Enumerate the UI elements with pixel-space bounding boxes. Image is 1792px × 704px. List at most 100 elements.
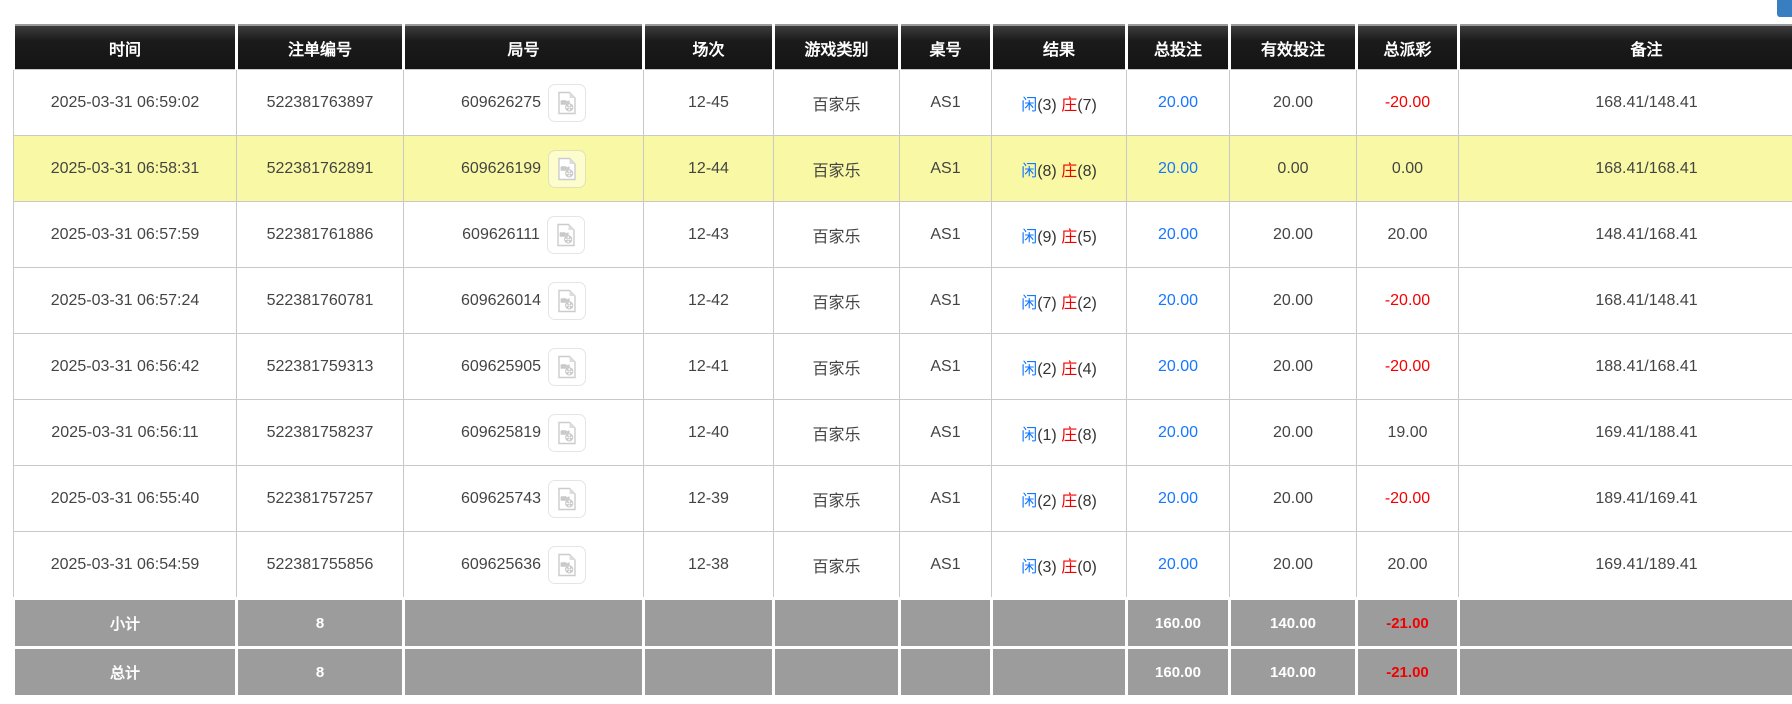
session-value: 12-45: [688, 93, 729, 111]
video-replay-button[interactable]: [548, 149, 587, 188]
cell-bet-id: 522381757257: [236, 465, 404, 532]
cell-remark: 169.41/188.41: [1458, 399, 1792, 466]
result-banker-score: (2): [1077, 294, 1097, 312]
footer-count-cell: 8: [235, 646, 405, 698]
cell-remark: 168.41/148.41: [1458, 69, 1792, 136]
cell-remark: 188.41/168.41: [1458, 333, 1792, 400]
total-bet-link[interactable]: 20.00: [1157, 357, 1199, 375]
remark-value: 168.41/168.41: [1595, 159, 1698, 177]
result-player-score: (3): [1037, 558, 1057, 576]
footer-total-bet: 160.00: [1155, 663, 1201, 681]
total-bet-link[interactable]: 20.00: [1157, 489, 1199, 507]
cell-remark: 148.41/168.41: [1458, 201, 1792, 268]
remark-value: 168.41/148.41: [1595, 93, 1698, 111]
top-right-button[interactable]: [1777, 0, 1792, 17]
video-replay-button[interactable]: [548, 545, 587, 584]
video-replay-button[interactable]: [548, 83, 587, 122]
video-replay-button[interactable]: [548, 479, 587, 518]
cell-valid-bet: 20.00: [1229, 531, 1357, 599]
round-id-value: 609626111: [462, 225, 540, 243]
table-id-value: AS1: [930, 489, 961, 507]
cell-remark: 169.41/189.41: [1458, 531, 1792, 599]
video-replay-button[interactable]: [548, 413, 587, 452]
time-value: 2025-03-31 06:59:02: [50, 93, 200, 111]
video-replay-icon: [557, 223, 575, 246]
table-row[interactable]: 2025-03-31 06:56:11 522381758237 609625819…: [13, 399, 1792, 466]
footer-label-cell: 总计: [12, 646, 238, 698]
round-id-value: 609626014: [460, 291, 542, 309]
cell-valid-bet: 20.00: [1229, 399, 1357, 466]
footer-empty-cell-remark: [1457, 646, 1792, 698]
valid-bet-value: 0.00: [1277, 159, 1309, 177]
round-id-group: 609626275: [404, 83, 643, 122]
payout-value: -20.00: [1384, 489, 1431, 507]
remark-value: 169.41/188.41: [1595, 423, 1698, 441]
round-id-group: 609625636: [404, 545, 643, 584]
round-id-group: 609626014: [404, 281, 643, 320]
footer-valid-bet-cell: 140.00: [1228, 646, 1358, 698]
cell-valid-bet: 20.00: [1229, 267, 1357, 334]
table-id-value: AS1: [930, 225, 961, 243]
cell-table-id: AS1: [899, 465, 992, 532]
column-header-payout: 总派彩: [1355, 24, 1460, 70]
footer-payout-cell: -21.00: [1355, 597, 1460, 649]
cell-round-id: 609625743: [403, 465, 644, 532]
cell-valid-bet: 20.00: [1229, 333, 1357, 400]
cell-payout: 20.00: [1356, 531, 1459, 599]
result-banker-label: 庄: [1061, 162, 1078, 180]
table-row[interactable]: 2025-03-31 06:57:24 522381760781 609626014…: [13, 267, 1792, 334]
cell-bet-id: 522381761886: [236, 201, 404, 268]
cell-round-id: 609626111: [403, 201, 644, 268]
game-type-value: 百家乐: [812, 294, 861, 312]
footer-label-cell: 小计: [12, 597, 238, 649]
column-header-remark: 备注: [1457, 24, 1792, 70]
bet-id-value: 522381757257: [266, 489, 374, 507]
total-bet-link[interactable]: 20.00: [1157, 555, 1199, 573]
cell-session: 12-45: [643, 69, 774, 136]
footer-empty-cell-round-id: [402, 646, 645, 698]
video-replay-button[interactable]: [548, 281, 587, 320]
table-row[interactable]: 2025-03-31 06:56:42 522381759313 609625905…: [13, 333, 1792, 400]
cell-round-id: 609625819: [403, 399, 644, 466]
result-player-label: 闲: [1021, 228, 1038, 246]
cell-time: 2025-03-31 06:59:02: [13, 69, 237, 136]
footer-label: 总计: [109, 664, 140, 682]
cell-result: 闲(2) 庄(8): [991, 465, 1127, 532]
video-replay-button[interactable]: [546, 215, 585, 254]
cell-game-type: 百家乐: [773, 399, 900, 466]
total-bet-link[interactable]: 20.00: [1157, 225, 1199, 243]
footer-empty-cell-game-type: [772, 646, 901, 698]
time-value: 2025-03-31 06:58:31: [50, 159, 200, 177]
table-row[interactable]: 2025-03-31 06:57:59 522381761886 609626111…: [13, 201, 1792, 268]
total-bet-link[interactable]: 20.00: [1157, 93, 1199, 111]
total-bet-link[interactable]: 20.00: [1157, 423, 1199, 441]
footer-total-bet: 160.00: [1155, 614, 1201, 632]
column-header-table_id: 桌号: [898, 24, 993, 70]
result-banker-score: (4): [1077, 360, 1097, 378]
total-bet-link[interactable]: 20.00: [1157, 159, 1199, 177]
total-bet-link[interactable]: 20.00: [1157, 291, 1199, 309]
cell-time: 2025-03-31 06:56:11: [13, 399, 237, 466]
time-value: 2025-03-31 06:56:11: [51, 423, 199, 441]
table-row[interactable]: 2025-03-31 06:58:31 522381762891 609626199…: [13, 135, 1792, 202]
cell-time: 2025-03-31 06:55:40: [13, 465, 237, 532]
footer-valid-bet-cell: 140.00: [1228, 597, 1358, 649]
cell-payout: 0.00: [1356, 135, 1459, 202]
footer-payout: -21.00: [1386, 614, 1429, 632]
bet-id-value: 522381761886: [266, 225, 374, 243]
table-row[interactable]: 2025-03-31 06:54:59 522381755856 609625636…: [13, 531, 1792, 599]
time-value: 2025-03-31 06:57:24: [50, 291, 200, 309]
video-replay-button[interactable]: [548, 347, 587, 386]
column-header-result: 结果: [990, 24, 1128, 70]
table-id-value: AS1: [930, 357, 961, 375]
cell-bet-id: 522381760781: [236, 267, 404, 334]
result-banker-score: (8): [1077, 426, 1097, 444]
round-id-value: 609626199: [460, 159, 542, 177]
table-row[interactable]: 2025-03-31 06:55:40 522381757257 609625743…: [13, 465, 1792, 532]
footer-empty-cell-round-id: [402, 597, 645, 649]
cell-session: 12-40: [643, 399, 774, 466]
valid-bet-value: 20.00: [1272, 489, 1314, 507]
result-player-label: 闲: [1021, 426, 1038, 444]
table-row[interactable]: 2025-03-31 06:59:02 522381763897 609626275…: [13, 69, 1792, 136]
